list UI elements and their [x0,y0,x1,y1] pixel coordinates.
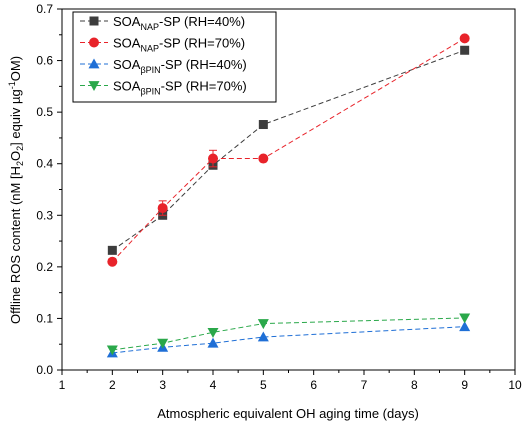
data-point [208,153,218,164]
data-point [106,345,118,356]
legend-label: SOAβPIN-SP (RH=70%) [113,79,247,97]
legend-label-part: -SP (RH=70%) [159,36,245,51]
x-tick-label: 4 [210,378,217,392]
y-axis-label-sup: -1 [7,81,17,89]
y-tick-label: 0.3 [36,208,53,222]
y-axis-label: Offline ROS content (nM [H2O2] equiv µg-… [7,56,25,324]
data-point [258,153,269,164]
x-tick-label: 10 [508,378,522,392]
data-point [157,338,169,349]
series-4 [106,313,471,356]
legend-label-sub: NAP [140,44,159,54]
y-tick-label: 0.5 [36,105,53,119]
y-tick-label: 0.7 [36,2,53,16]
data-point [459,321,471,332]
y-tick-label: 0.1 [36,311,53,325]
legend-marker [89,37,99,48]
y-tick-label: 0.6 [36,54,53,68]
data-point [257,331,269,342]
x-tick-label: 6 [310,378,317,392]
legend-item: SOAβPIN-SP (RH=40%) [80,57,247,75]
y-tick-label: 0.0 [36,363,53,377]
data-point [207,337,219,348]
legend-label-part: -SP (RH=40%) [159,14,245,29]
legend-item: SOAβPIN-SP (RH=70%) [80,79,247,97]
x-tick-label: 3 [159,378,166,392]
legend-label-part: -SP (RH=70%) [161,79,247,94]
y-axis-label-sub: 2 [15,161,25,166]
x-tick-label: 2 [109,378,116,392]
series-line [112,326,465,354]
legend-item: SOANAP-SP (RH=70%) [80,36,245,54]
legend-label-part: SOA [113,79,141,94]
legend-label-sub: NAP [140,22,159,32]
data-point [459,313,471,324]
data-point [157,203,168,214]
series-2 [107,33,470,267]
data-point [207,327,219,338]
y-axis-label-part: O [8,151,23,161]
legend-label-part: SOA [113,57,141,72]
x-tick-label: 7 [361,378,368,392]
y-tick-label: 0.4 [36,157,53,171]
legend-marker [88,81,100,91]
x-tick-label: 1 [59,378,66,392]
x-tick-label: 9 [461,378,468,392]
data-point [107,245,117,255]
legend: SOANAP-SP (RH=40%)SOANAP-SP (RH=70%)SOAβ… [72,11,277,103]
legend-label: SOANAP-SP (RH=40%) [113,14,245,32]
legend-label-part: -SP (RH=40%) [161,57,247,72]
data-point [258,120,268,130]
legend-label: SOAβPIN-SP (RH=40%) [113,57,247,75]
legend-item: SOANAP-SP (RH=40%) [80,14,245,32]
series-layer [106,33,471,358]
data-point [107,256,118,267]
x-tick-label: 8 [411,378,418,392]
data-point [257,319,269,330]
legend-label-part: SOA [113,36,141,51]
series-line [112,317,465,351]
legend-label-sub: βPIN [140,65,160,75]
y-axis-label-part: Offline ROS content (nM [H [8,166,23,324]
series-3 [106,321,471,358]
y-axis-label-sub: 2 [15,146,25,151]
legend-marker [88,58,100,69]
axis-layer: 1 2 3 4 5 6 7 8 9 10 0.0 0.1 0.2 0.3 0.4 0.5 0.6 0.7 [36,2,522,392]
legend-label-sub: βPIN [140,87,160,97]
legend-label-part: SOA [113,14,141,29]
legend-label: SOANAP-SP (RH=70%) [113,36,245,54]
x-axis-label: Atmospheric equivalent OH aging time (da… [157,406,419,421]
legend-box [72,11,277,103]
y-axis-label-part: ] equiv µg [8,89,23,146]
data-point [460,45,470,55]
x-tick-label: 5 [260,378,267,392]
y-axis-label-part: OM) [8,56,23,81]
data-point [459,33,470,44]
legend-marker [89,16,99,26]
y-tick-label: 0.2 [36,260,53,274]
